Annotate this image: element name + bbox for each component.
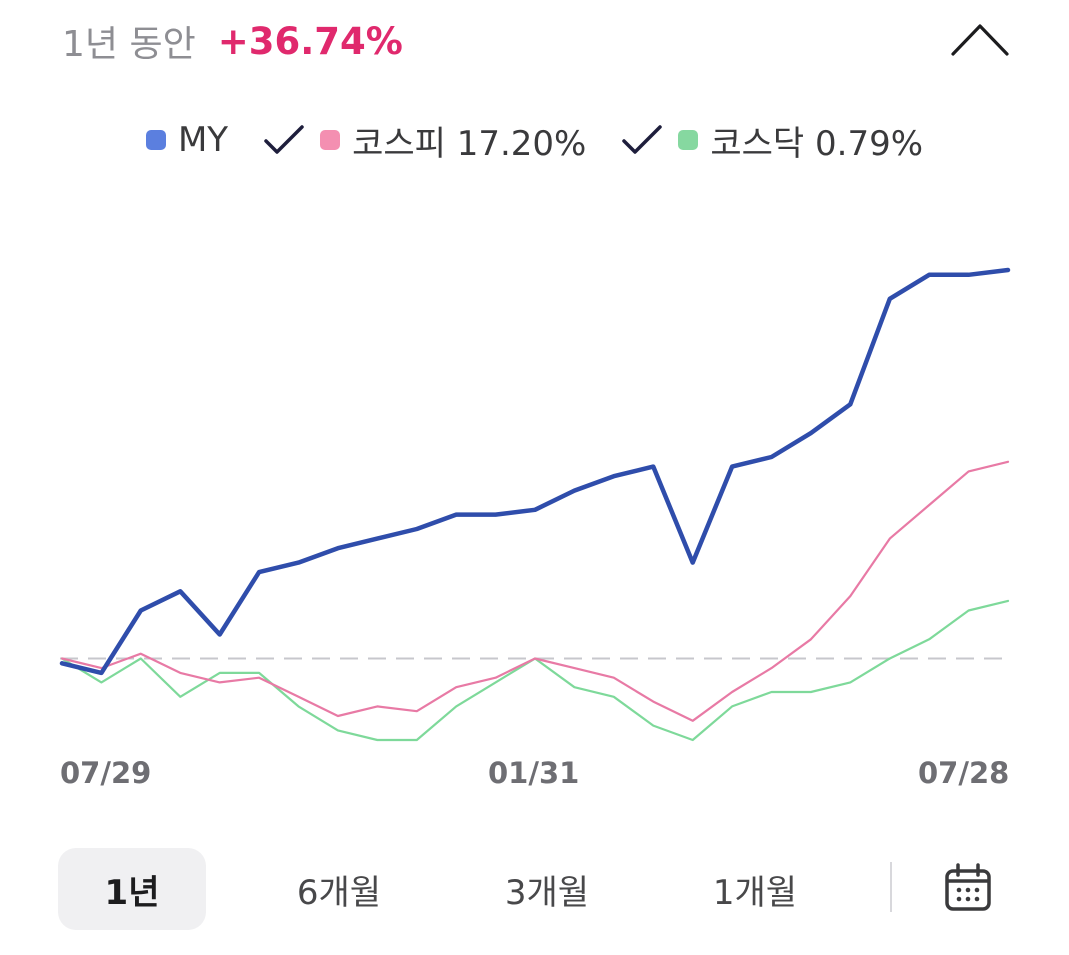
series-line-my <box>59 267 1011 676</box>
chevron-up-icon[interactable] <box>948 18 1012 58</box>
series-line-kosdaq <box>60 599 1010 742</box>
performance-chart <box>59 267 1012 742</box>
checkmark-icon[interactable] <box>620 123 664 157</box>
tab-divider <box>890 862 892 912</box>
legend-swatch-my <box>145 130 166 150</box>
return-value: +36.74% <box>217 19 403 63</box>
legend-label-kospi: 코스피 17.20% <box>352 123 587 164</box>
checkmark-icon[interactable] <box>262 123 306 157</box>
period-label: 1년 동안 <box>62 24 196 65</box>
legend-item-kosdaq[interactable]: 코스닥 0.79% <box>610 116 923 165</box>
tab-1-month[interactable]: 1개월 <box>712 872 798 913</box>
x-tick-label: 07/28 <box>918 756 1010 790</box>
legend-item-kospi[interactable]: 코스피 17.20% <box>252 116 586 165</box>
legend-item-my[interactable]: MY <box>145 120 229 160</box>
period-tabs: 1년 6개월 3개월 1개월 <box>58 848 1018 930</box>
chart-legend: MY 코스피 17.20% 코스닥 0.79% <box>0 112 1069 168</box>
legend-label-my: MY <box>177 120 229 160</box>
chart-header: 1년 동안 +36.74% <box>62 16 403 66</box>
tab-1-year[interactable]: 1년 <box>58 848 206 930</box>
legend-label-kosdaq: 코스닥 0.79% <box>710 123 924 164</box>
series-line-kospi <box>60 460 1010 722</box>
calendar-icon[interactable] <box>942 862 994 914</box>
legend-swatch-kospi <box>320 130 341 150</box>
tab-3-months[interactable]: 3개월 <box>504 872 590 913</box>
x-tick-label: 01/31 <box>488 756 580 790</box>
x-tick-label: 07/29 <box>60 756 152 790</box>
tab-6-months[interactable]: 6개월 <box>296 872 382 913</box>
legend-swatch-kosdaq <box>678 130 699 150</box>
